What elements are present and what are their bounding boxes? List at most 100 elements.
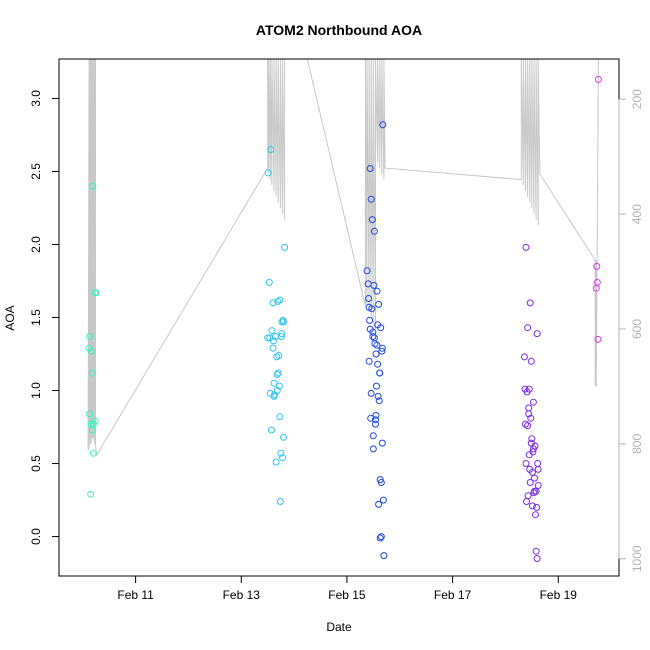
- y2-tick-label: 200: [630, 89, 644, 109]
- y-tick-label: 2.5: [29, 163, 43, 180]
- data-point: [268, 327, 276, 335]
- data-point: [272, 458, 280, 466]
- data-point: [270, 337, 277, 345]
- data-point: [364, 280, 372, 288]
- data-point: [87, 490, 95, 498]
- data-point: [92, 289, 100, 297]
- y2-tick-label: 1000: [630, 545, 644, 572]
- data-point: [378, 347, 386, 355]
- data-point: [276, 498, 284, 505]
- x-tick-label: Feb 11: [117, 588, 154, 602]
- data-point: [280, 318, 287, 326]
- data-point: [375, 397, 383, 405]
- data-point: [525, 385, 533, 393]
- data-point: [527, 357, 535, 365]
- data-point: [365, 357, 373, 365]
- data-point: [524, 422, 532, 430]
- series-0: [85, 182, 100, 498]
- y-tick-label: 1.5: [29, 309, 43, 326]
- data-point: [534, 465, 542, 473]
- data-point: [377, 324, 385, 332]
- data-point: [264, 169, 272, 177]
- x-tick-label: Feb 13: [223, 588, 261, 602]
- data-point: [89, 182, 97, 190]
- data-point: [522, 243, 530, 251]
- data-point: [526, 299, 534, 307]
- data-point: [267, 426, 275, 434]
- data-point: [379, 121, 387, 129]
- data-point: [372, 350, 380, 358]
- data-point: [534, 460, 542, 467]
- y2-tick-label: 600: [630, 319, 644, 339]
- data-point: [369, 445, 377, 453]
- data-point: [369, 333, 377, 340]
- data-point: [273, 371, 281, 378]
- data-point: [533, 555, 541, 562]
- data-point: [593, 262, 601, 270]
- data-point: [273, 387, 281, 394]
- data-point: [525, 404, 533, 412]
- data-point: [91, 417, 99, 425]
- x-tick-label: Feb 15: [328, 588, 366, 602]
- series-4: [592, 75, 602, 343]
- points-layer: [85, 75, 602, 562]
- data-point: [520, 353, 528, 361]
- data-point: [378, 344, 386, 352]
- data-point: [275, 352, 283, 359]
- data-point: [367, 195, 375, 203]
- y2-tick-label: 400: [630, 204, 644, 224]
- data-point: [277, 449, 285, 457]
- data-point: [277, 333, 285, 340]
- data-point: [376, 534, 384, 542]
- data-point: [593, 278, 601, 286]
- data-point: [269, 344, 277, 352]
- data-point: [279, 454, 286, 462]
- data-point: [594, 335, 602, 343]
- series-2: [363, 121, 388, 560]
- data-point: [528, 435, 536, 443]
- data-point: [594, 75, 602, 83]
- data-point: [370, 281, 378, 289]
- data-point: [529, 398, 537, 406]
- data-point: [86, 410, 94, 418]
- data-point: [276, 413, 284, 421]
- data-point: [375, 500, 383, 508]
- x-tick-label: Feb 19: [540, 588, 578, 602]
- data-point: [270, 379, 278, 387]
- gray-trace-layer: [87, 58, 599, 457]
- data-point: [528, 502, 536, 510]
- data-point: [363, 267, 371, 275]
- data-point: [375, 300, 383, 308]
- y2-tick-label: 800: [630, 434, 644, 454]
- data-point: [280, 433, 287, 441]
- data-point: [368, 216, 376, 224]
- series-1: [264, 146, 289, 505]
- data-point: [366, 165, 374, 172]
- y-tick-label: 2.0: [29, 236, 43, 253]
- data-point: [531, 474, 538, 482]
- y-tick-label: 1.0: [29, 382, 43, 399]
- data-point: [274, 369, 282, 377]
- y-tick-label: 3.0: [29, 90, 43, 107]
- data-point: [373, 341, 381, 349]
- data-point: [524, 324, 532, 332]
- data-point: [534, 482, 542, 489]
- data-point: [275, 382, 283, 390]
- data-point: [369, 432, 377, 440]
- data-point: [378, 439, 386, 447]
- y-tick-label: 0.0: [29, 528, 43, 545]
- data-point: [532, 547, 540, 555]
- data-point: [89, 449, 97, 457]
- y-axis-right: 200 400 600 800 1000: [618, 89, 644, 572]
- data-point: [281, 243, 289, 251]
- data-point: [368, 305, 376, 313]
- data-point: [527, 414, 535, 422]
- data-point: [522, 420, 529, 428]
- data-point: [373, 287, 381, 295]
- data-point: [524, 492, 532, 500]
- data-point: [367, 389, 375, 397]
- gray-trace-line: [87, 58, 599, 457]
- data-point: [374, 392, 382, 400]
